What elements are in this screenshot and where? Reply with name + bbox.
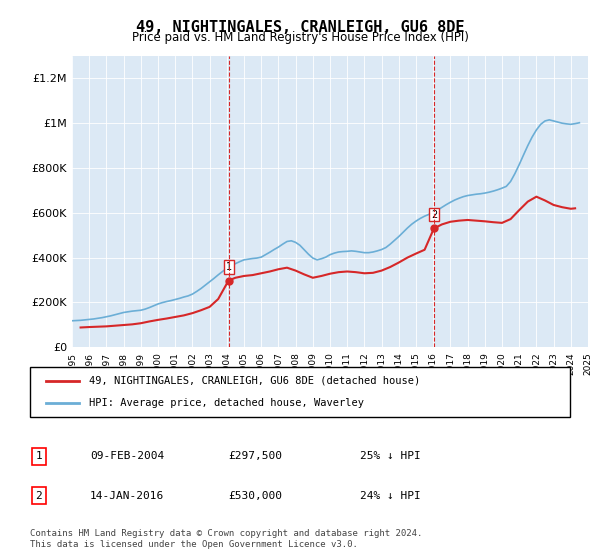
Text: 2: 2	[35, 491, 43, 501]
Text: 14-JAN-2016: 14-JAN-2016	[90, 491, 164, 501]
Text: 49, NIGHTINGALES, CRANLEIGH, GU6 8DE (detached house): 49, NIGHTINGALES, CRANLEIGH, GU6 8DE (de…	[89, 376, 421, 386]
Text: Price paid vs. HM Land Registry's House Price Index (HPI): Price paid vs. HM Land Registry's House …	[131, 31, 469, 44]
Text: 1: 1	[35, 451, 43, 461]
Text: £297,500: £297,500	[228, 451, 282, 461]
Text: 25% ↓ HPI: 25% ↓ HPI	[360, 451, 421, 461]
Text: 09-FEB-2004: 09-FEB-2004	[90, 451, 164, 461]
Text: Contains HM Land Registry data © Crown copyright and database right 2024.
This d: Contains HM Land Registry data © Crown c…	[30, 529, 422, 549]
Text: HPI: Average price, detached house, Waverley: HPI: Average price, detached house, Wave…	[89, 398, 364, 408]
Text: 1: 1	[226, 262, 232, 272]
Text: 2: 2	[431, 209, 437, 220]
Text: 49, NIGHTINGALES, CRANLEIGH, GU6 8DE: 49, NIGHTINGALES, CRANLEIGH, GU6 8DE	[136, 20, 464, 35]
Text: £530,000: £530,000	[228, 491, 282, 501]
Text: 24% ↓ HPI: 24% ↓ HPI	[360, 491, 421, 501]
FancyBboxPatch shape	[30, 367, 570, 417]
